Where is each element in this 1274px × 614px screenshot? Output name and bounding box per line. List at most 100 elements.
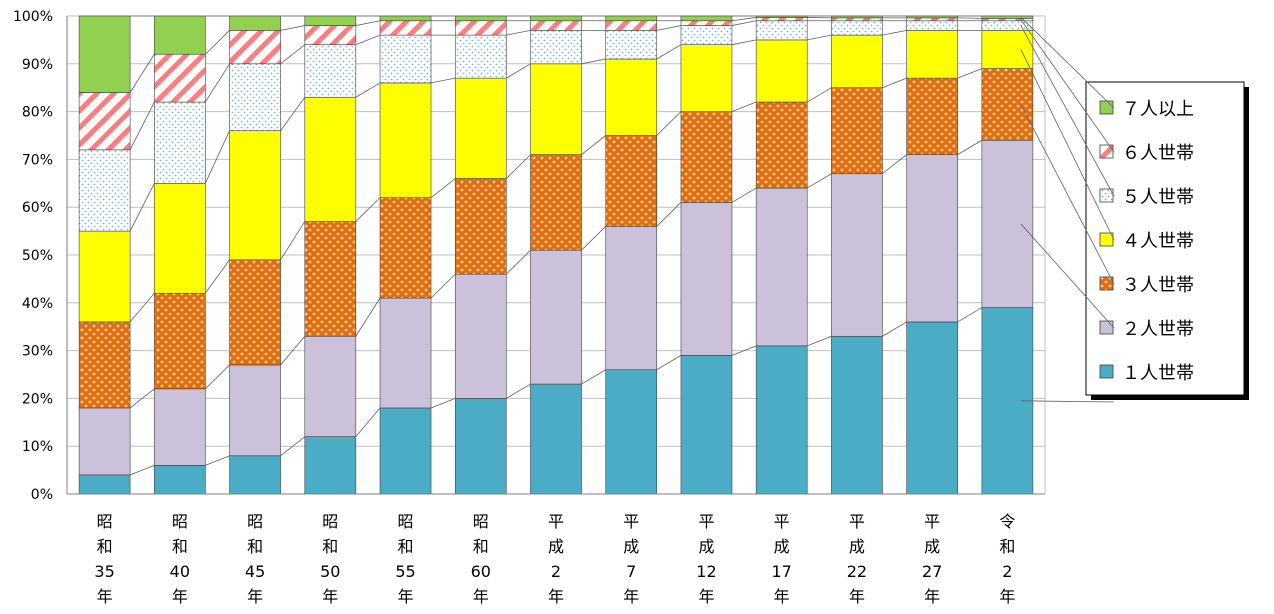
series-connector [355,407,381,437]
x-category-label: 和 [473,537,489,556]
x-category-label: 55 [395,562,415,581]
bar-segment-1 [154,465,206,495]
x-category-label: 年 [999,587,1015,606]
x-category-label: 年 [698,587,714,606]
bar-segment-1 [530,383,582,495]
series-connector [280,97,306,131]
series-connector [806,87,832,103]
bar-segment-2 [755,187,808,347]
x-category-label: 2 [551,562,561,581]
series-connector [205,63,230,103]
legend-label: ２人世帯 [1122,319,1194,340]
x-category-label: 年 [322,587,338,606]
bar-segment-3 [530,154,582,251]
bar-segment-6 [530,20,582,31]
bar-segment-7 [454,15,507,22]
series-connector [656,355,682,371]
x-category-label: 昭 [97,512,113,531]
series-connector [731,101,757,112]
bar-segment-6 [454,20,507,36]
legend-label: ３人世帯 [1122,275,1194,296]
x-category-label: 年 [548,587,564,606]
series-connector [430,178,456,198]
legend-label: ７人以上 [1122,99,1194,120]
bar-segment-3 [154,292,206,390]
x-category-label: 成 [698,537,714,556]
x-category-label: 成 [548,537,564,556]
x-category-label: 成 [924,537,940,556]
bar-segment-7 [154,15,206,55]
legend-label: ６人世帯 [1122,143,1194,164]
bar-segment-5 [755,20,808,41]
series-connector [957,307,983,323]
bar-segment-5 [831,20,883,36]
series-connector [129,54,155,93]
series-connector [731,20,757,26]
x-category-label: 22 [847,562,867,581]
legend-swatch [1099,276,1114,291]
bar-segment-6 [981,18,1034,22]
x-category-label: 和 [999,537,1015,556]
x-category-label: 年 [924,587,940,606]
bar-segment-2 [229,364,281,457]
legend-label: ５人世帯 [1122,187,1194,208]
bar-segment-2 [981,139,1034,308]
x-category-label: 和 [97,537,113,556]
series-connector [129,464,155,476]
series-connector [355,34,381,46]
legend-leader-line [1020,223,1115,329]
bar-segment-2 [906,154,958,323]
bar-segment-6 [229,30,281,65]
x-category-label: 60 [471,562,491,581]
x-category-label: 27 [922,562,942,581]
series-connector [506,63,531,79]
series-connector [129,292,155,323]
bar-segment-3 [906,77,958,155]
series-connector [355,197,381,222]
series-connector [280,44,306,65]
y-tick-label: 70% [22,152,53,168]
x-category-label: 成 [623,537,639,556]
bar-segment-4 [981,30,1034,69]
legend-leader-line [1020,16,1115,109]
bar-segment-2 [530,249,582,385]
x-category-label: 45 [245,562,265,581]
bar-segment-4 [229,130,281,261]
bar-segment-1 [229,455,281,495]
bar-segment-1 [755,345,808,495]
series-connector [656,44,682,60]
bar-segment-4 [906,30,958,79]
bar-segment-3 [755,101,808,189]
x-category-label: 平 [698,512,714,531]
legend-leader-line [1020,49,1115,241]
bar-segment-1 [379,407,432,495]
legend-swatch [1099,320,1114,335]
legend-leader-line [1020,25,1115,197]
bar-segment-7 [831,15,883,19]
bar-segment-2 [454,273,507,399]
bar-segment-4 [154,183,206,294]
bar-segment-3 [379,197,432,299]
legend-label: １人世帯 [1122,363,1194,384]
legend: ７人以上 ６人世帯 ５人世帯 ４人世帯 ３人世帯 ２人世帯 １人世帯 [1020,16,1249,403]
legend-swatch [1099,100,1114,115]
x-category-label: 7 [626,562,636,581]
series-connector [355,297,381,337]
bar-segment-2 [78,407,131,476]
bar-segment-2 [680,202,733,356]
bar-segment-5 [229,63,281,132]
x-category-label: 年 [623,587,639,606]
series-connector [581,369,606,385]
bar-segment-6 [78,92,131,151]
bar-segment-4 [304,96,357,222]
x-category-label: 令 [999,512,1015,531]
legend-swatch [1099,232,1114,247]
y-tick-label: 90% [22,57,53,73]
y-tick-label: 40% [22,296,53,312]
y-tick-label: 50% [22,248,53,264]
bar-segment-5 [454,34,507,79]
series-connector-lines [129,15,983,476]
series-connector [656,25,682,31]
legend-leader-line [1020,19,1115,153]
y-tick-label: 100% [13,9,53,25]
